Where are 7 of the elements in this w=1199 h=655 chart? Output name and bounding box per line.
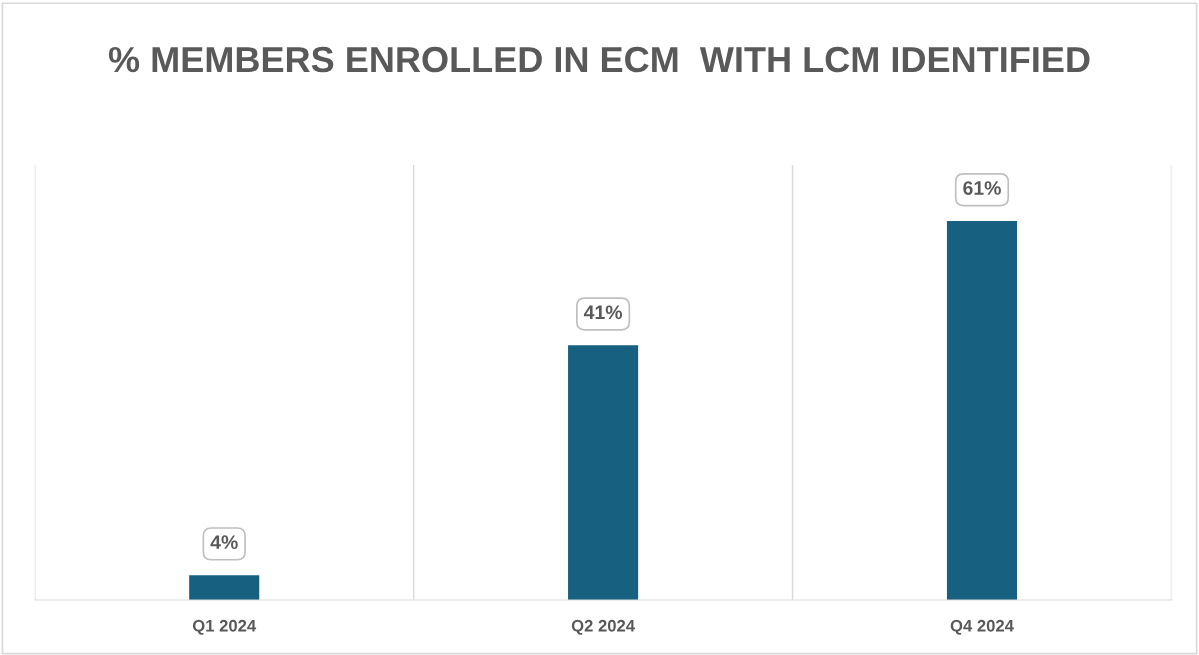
data-label: 41%: [583, 305, 623, 320]
x-tick-label: Q2 2024: [571, 619, 635, 635]
chart-title: % MEMBERS ENROLLED IN ECM WITH LCM IDENTIFIED: [108, 46, 1090, 73]
x-tick-label: Q4 2024: [950, 619, 1014, 635]
data-label: 4%: [210, 535, 238, 550]
x-tick-label: Q1 2024: [192, 619, 257, 635]
data-label: 61%: [963, 181, 1001, 195]
